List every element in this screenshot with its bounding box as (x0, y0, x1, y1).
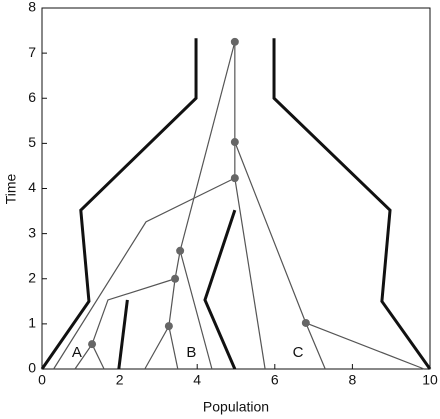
x-tick-label: 2 (116, 372, 124, 388)
y-tick-label: 0 (28, 360, 36, 376)
coalescent-node (230, 138, 239, 147)
y-tick-label: 4 (28, 179, 36, 195)
coalescent-node (230, 174, 239, 183)
species-boundary (40, 38, 198, 370)
gene-edge (179, 250, 213, 370)
gene-edge (74, 250, 181, 370)
coalescent-node (301, 318, 310, 327)
y-tick-label: 3 (28, 224, 36, 240)
gene-edge (234, 178, 266, 370)
gene-edge (168, 326, 179, 370)
population-label: A (72, 344, 82, 361)
coalescent-node (230, 37, 239, 46)
y-tick-label: 7 (28, 44, 36, 60)
y-tick-label: 6 (28, 89, 36, 105)
x-tick-label: 10 (422, 372, 438, 388)
y-tick-label: 2 (28, 269, 36, 285)
y-tick-label: 1 (28, 315, 36, 331)
population-label: C (293, 344, 304, 361)
species-boundary (272, 38, 432, 370)
population-label: B (186, 344, 196, 361)
coalescent-node (171, 274, 180, 283)
gene-edge (53, 177, 236, 370)
coalescent-node (88, 340, 97, 349)
x-tick-label: 0 (38, 372, 46, 388)
coalescent-node (176, 246, 185, 255)
coalescent-node (164, 322, 173, 331)
gene-edge (234, 141, 326, 370)
y-tick-label: 5 (28, 134, 36, 150)
gene-edge (91, 343, 105, 370)
gene-edge (305, 322, 425, 370)
y-axis-label: Time (3, 173, 19, 204)
species-boundary (203, 209, 237, 370)
species-boundary (117, 299, 129, 370)
y-tick-label: 8 (28, 0, 36, 15)
x-axis-label: Population (203, 399, 269, 415)
x-tick-label: 6 (271, 372, 279, 388)
x-tick-label: 8 (349, 372, 357, 388)
gene-edge (179, 41, 236, 251)
x-tick-label: 4 (193, 372, 201, 388)
